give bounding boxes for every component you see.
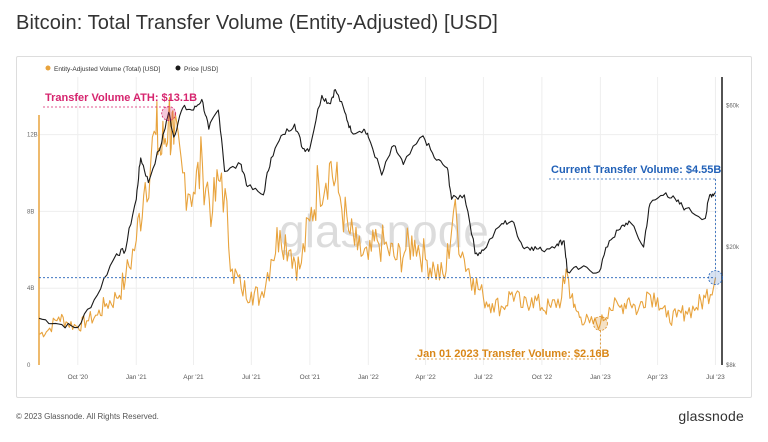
x-tick-label: Jan '22 [358,374,379,381]
legend-price-label: Price [USD] [184,66,218,73]
legend-volume-label: Entity-Adjusted Volume (Total) [USD] [54,66,160,73]
legend-volume-swatch [45,65,51,71]
x-tick-label: Oct '20 [68,374,89,381]
volume-series-line [38,97,717,338]
y-right-tick-label: $60k [726,104,740,110]
x-tick-label: Apr '21 [183,374,204,381]
copyright: © 2023 Glassnode. All Rights Reserved. [16,412,159,421]
y-left-tick-label: 0 [27,363,31,369]
ath-label: Transfer Volume ATH: $13.1B [45,92,197,104]
x-tick-label: Jul '23 [706,374,725,381]
annotations: Transfer Volume ATH: $13.1B Current Trans… [39,92,723,360]
y-left-tick-label: 4B [27,286,34,292]
y-right-tick-label: $20k [726,245,740,251]
x-tick-label: Apr '22 [415,374,436,381]
jan-marker [592,316,608,331]
chart-frame: glassnode Entity-Adjusted Volume (Total)… [16,56,752,398]
x-tick-label: Jan '21 [126,374,147,381]
x-tick-label: Jul '22 [474,374,493,381]
legend[interactable]: Entity-Adjusted Volume (Total) [USD] Pri… [45,65,219,74]
legend-price-swatch [175,65,181,71]
x-tick-label: Apr '23 [647,374,668,381]
glassnode-logo: glassnode [678,408,744,424]
axes: 0 4B 8B 12B Oct '20 Jan '21 Apr '21 Jul '21 Oct … [27,77,740,381]
current-label: Current Transfer Volume: $4.55B [551,164,721,176]
x-tick-label: Oct '22 [532,374,553,381]
price-series-line [38,89,716,329]
jan-label: Jan 01 2023 Transfer Volume: $2.16B [417,348,609,360]
x-tick-label: Jul '21 [242,374,261,381]
y-left-tick-label: 12B [27,133,38,139]
y-right-tick-label: $8k [726,363,737,369]
ath-marker [161,106,177,121]
grid [39,77,718,365]
x-tick-label: Jan '23 [590,374,611,381]
current-marker [708,270,723,286]
page-title: Bitcoin: Total Transfer Volume (Entity-A… [16,12,498,34]
lines [38,89,717,338]
chart-svg: glassnode Entity-Adjusted Volume (Total)… [27,65,740,381]
y-left-tick-label: 8B [27,209,34,215]
x-tick-label: Oct '21 [300,374,321,381]
